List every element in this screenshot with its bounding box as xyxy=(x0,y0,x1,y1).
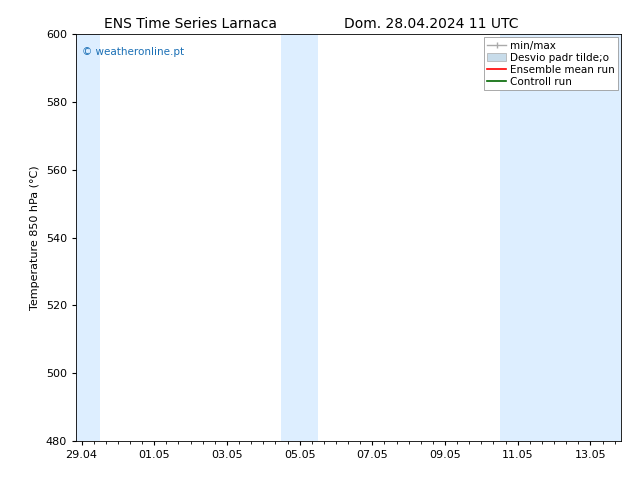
Y-axis label: Temperature 850 hPa (°C): Temperature 850 hPa (°C) xyxy=(30,165,40,310)
Bar xyxy=(500,34,621,441)
Text: © weatheronline.pt: © weatheronline.pt xyxy=(82,47,184,56)
Bar xyxy=(76,34,100,441)
Bar xyxy=(281,34,318,441)
Legend: min/max, Desvio padr tilde;o, Ensemble mean run, Controll run: min/max, Desvio padr tilde;o, Ensemble m… xyxy=(484,37,618,90)
Text: ENS Time Series Larnaca: ENS Time Series Larnaca xyxy=(104,17,276,31)
Text: Dom. 28.04.2024 11 UTC: Dom. 28.04.2024 11 UTC xyxy=(344,17,519,31)
